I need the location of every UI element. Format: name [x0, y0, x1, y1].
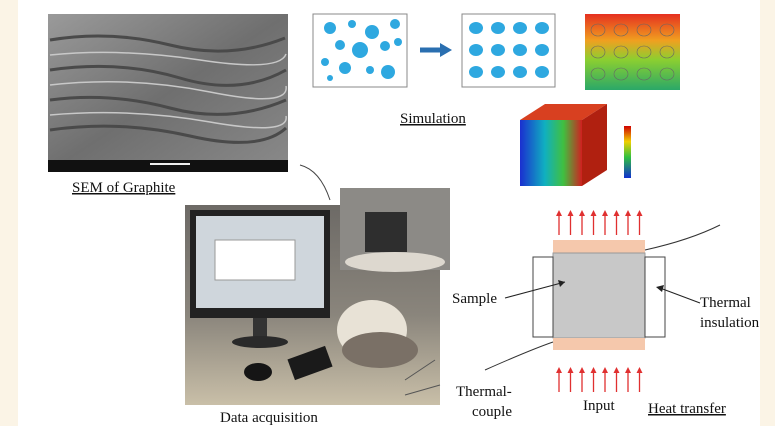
shape [659, 23, 675, 37]
shape [636, 210, 643, 216]
insulation-label: Thermal [700, 295, 751, 311]
shape [590, 67, 606, 81]
shape [469, 22, 483, 34]
shape [602, 367, 608, 373]
shape [567, 210, 574, 216]
heat-transfer-diagram [484, 210, 721, 392]
shape [491, 22, 505, 34]
shape [567, 367, 574, 373]
shape [469, 44, 483, 56]
shape [659, 67, 675, 81]
simulation-images [312, 13, 680, 186]
shape [613, 367, 620, 373]
sem-caption: SEM of Graphite [72, 180, 176, 196]
shape [636, 367, 643, 373]
simulation-caption: Simulation [400, 111, 466, 127]
shape [613, 45, 629, 59]
input-label: Input [583, 398, 615, 414]
shape [613, 210, 620, 216]
insulation-label: insulation [700, 315, 760, 331]
shape [636, 45, 652, 59]
data-acquisition-caption: Data acquisition [220, 410, 318, 426]
shape [590, 367, 597, 373]
shape [636, 67, 652, 81]
shape [556, 210, 562, 216]
shape [535, 66, 549, 78]
setup-photo [185, 188, 450, 405]
shape [513, 44, 527, 56]
shape [469, 66, 483, 78]
shape [625, 210, 631, 216]
thermocouple-label: Thermal- [456, 384, 512, 400]
heat-transfer-caption: Heat transfer [648, 401, 726, 417]
thermocouple-label: couple [472, 404, 512, 420]
shape [602, 210, 608, 216]
shape [513, 66, 527, 78]
connector [299, 164, 331, 201]
shape [636, 23, 652, 37]
shape [579, 210, 585, 216]
shape [491, 66, 505, 78]
shape [556, 367, 562, 373]
shape [613, 67, 629, 81]
shape [535, 22, 549, 34]
shape [579, 367, 585, 373]
shape [625, 367, 631, 373]
sample-label: Sample [452, 291, 497, 307]
shape [590, 210, 597, 216]
shape [613, 23, 629, 37]
shape [590, 23, 606, 37]
shape [491, 44, 505, 56]
sem-image [48, 14, 288, 172]
shape [659, 45, 675, 59]
shape [535, 44, 549, 56]
shape [513, 22, 527, 34]
shape [590, 45, 606, 59]
